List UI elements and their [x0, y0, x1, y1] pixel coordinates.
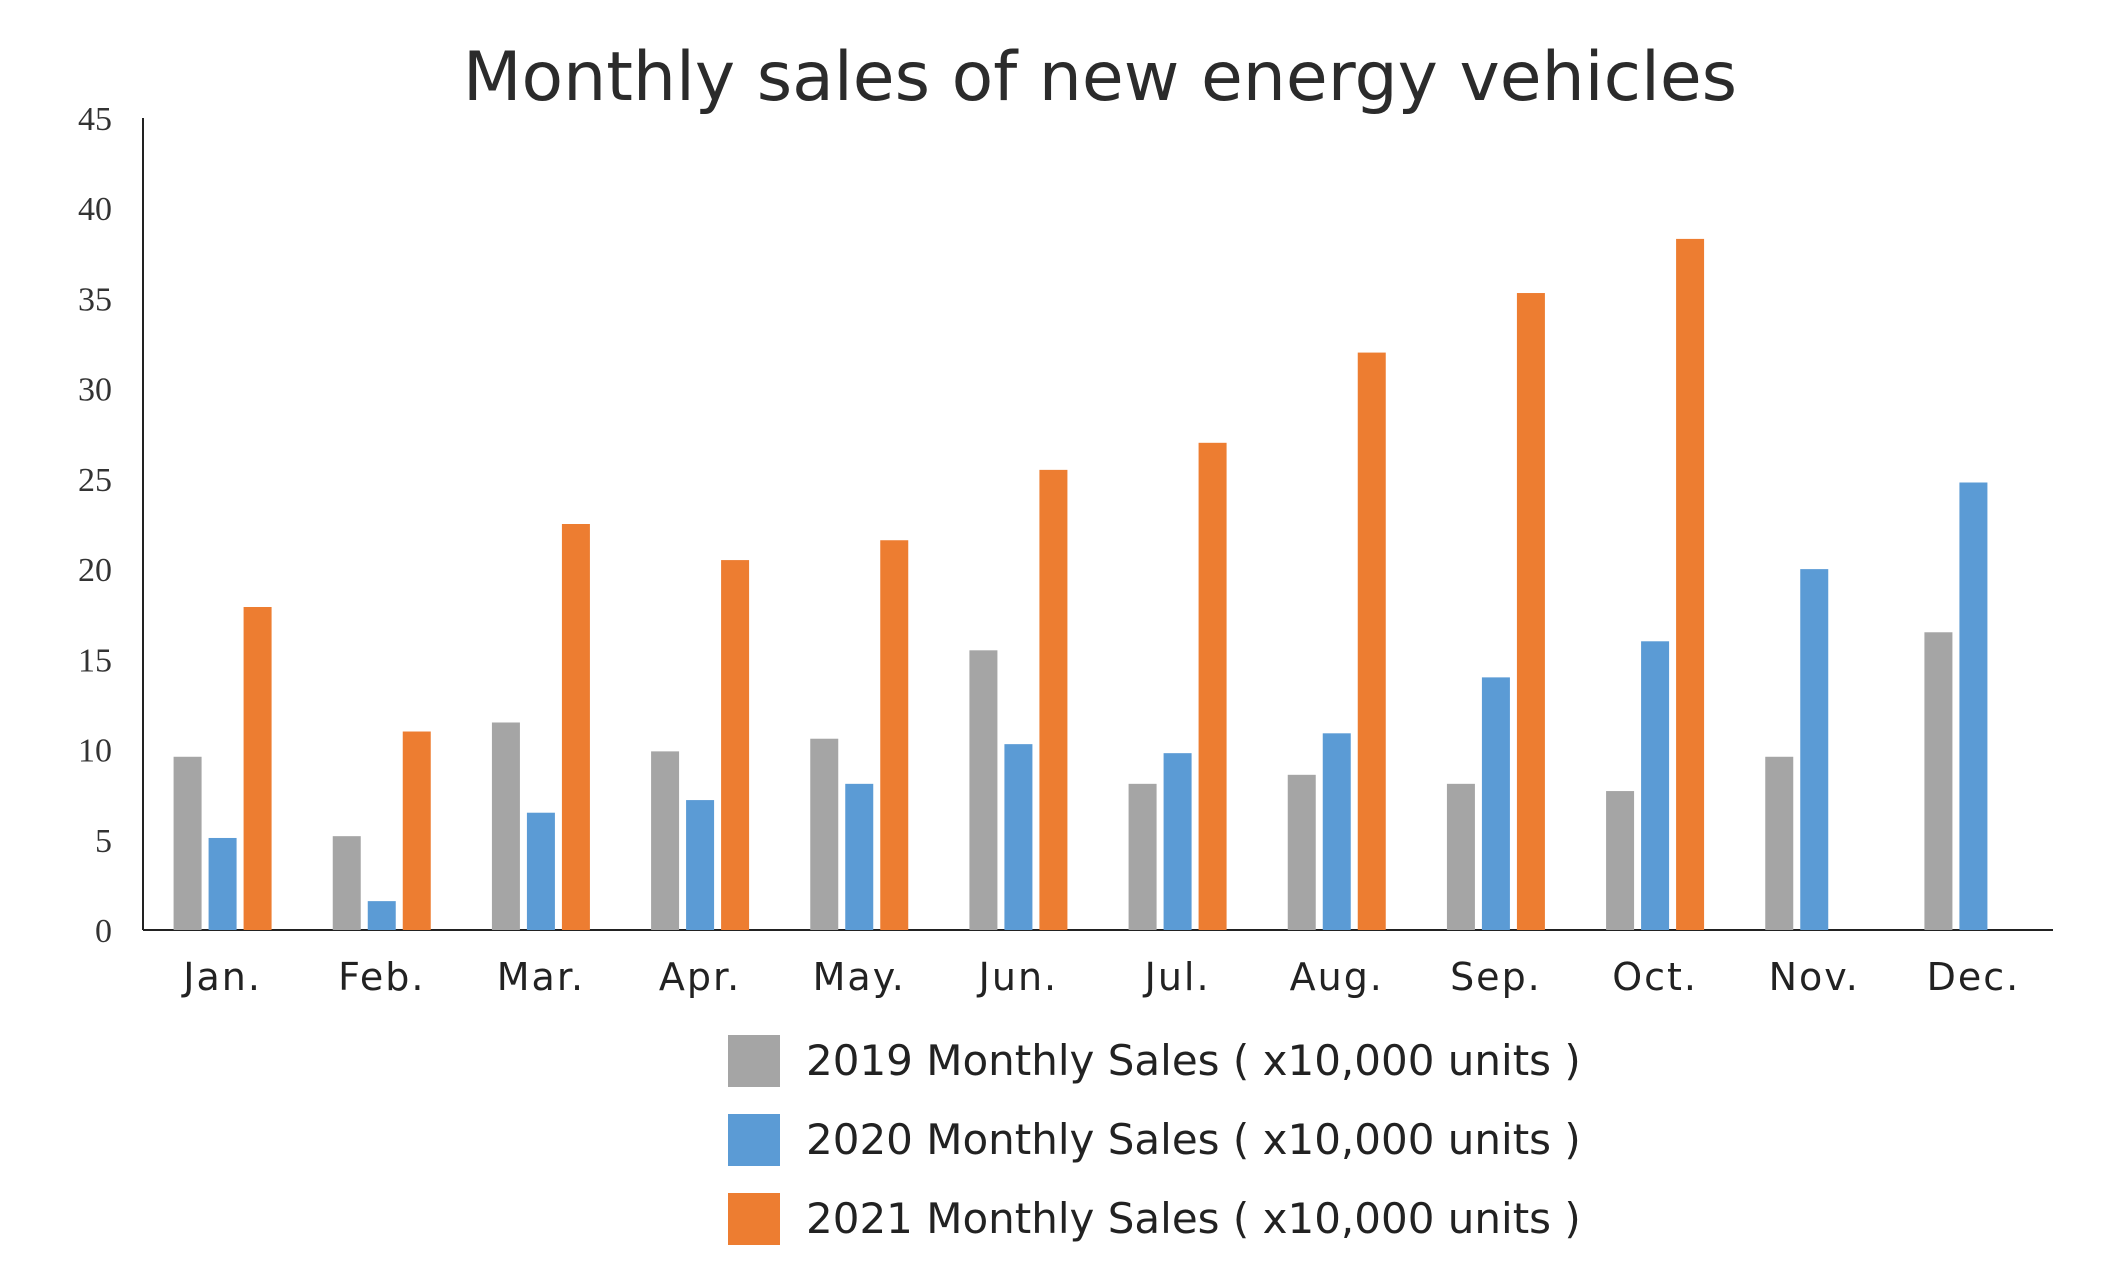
legend-swatch	[728, 1114, 780, 1166]
x-tick-label: May.	[813, 955, 906, 999]
legend-label: 2019 Monthly Sales ( x10,000 units )	[806, 1036, 1581, 1085]
x-tick-label: Jul.	[1143, 955, 1211, 999]
bar	[1128, 783, 1157, 930]
x-tick-label: Sep.	[1450, 955, 1542, 999]
x-tick-label: Apr.	[659, 955, 741, 999]
bar	[686, 800, 715, 930]
bar	[1765, 756, 1794, 930]
y-axis: 0 5 10 15 20 25 30 35 40 45	[78, 101, 144, 950]
y-tick-label: 30	[78, 372, 112, 409]
legend-item: 2021 Monthly Sales ( x10,000 units )	[728, 1193, 1581, 1245]
bar	[1800, 569, 1829, 930]
bar	[1516, 293, 1545, 930]
legend-item: 2020 Monthly Sales ( x10,000 units )	[728, 1114, 1581, 1166]
series-2	[208, 482, 1988, 930]
legend-swatch	[728, 1193, 780, 1245]
legend: 2019 Monthly Sales ( x10,000 units ) 2020…	[728, 1035, 1581, 1245]
bar	[880, 540, 909, 930]
x-tick-label: Oct.	[1612, 955, 1698, 999]
bar	[1322, 733, 1351, 930]
bar	[332, 836, 361, 930]
x-tick-label: Mar.	[497, 955, 585, 999]
x-axis: Jan. Feb. Mar. Apr. May. Jun. Jul. Aug. Sep. Oct.…	[143, 929, 2053, 999]
bar	[721, 560, 750, 930]
bar	[208, 837, 237, 930]
bar	[1004, 744, 1033, 930]
bar	[845, 783, 874, 930]
bar	[1039, 469, 1068, 930]
y-tick-label: 10	[78, 733, 112, 770]
x-tick-label: Feb.	[338, 955, 425, 999]
y-tick-label: 15	[78, 642, 112, 679]
y-tick-label: 45	[78, 101, 112, 138]
y-tick-label: 40	[78, 191, 112, 228]
x-tick-label: Dec.	[1927, 955, 2021, 999]
y-tick-label: 25	[78, 462, 112, 499]
chart-title: Monthly sales of new energy vehicles	[463, 38, 1737, 117]
bar	[1198, 442, 1227, 930]
bar	[491, 722, 520, 930]
bar	[1163, 753, 1192, 930]
y-tick-label: 5	[95, 823, 112, 860]
y-tick-label: 35	[78, 281, 112, 318]
bar	[651, 751, 680, 930]
bar	[1606, 791, 1635, 930]
bar	[1959, 482, 1988, 930]
x-tick-label: Jan.	[181, 955, 262, 999]
bar	[1676, 238, 1705, 931]
x-tick-label: Jun.	[977, 955, 1058, 999]
legend-swatch	[728, 1035, 780, 1087]
bar	[810, 738, 839, 930]
bar	[402, 731, 431, 930]
legend-item: 2019 Monthly Sales ( x10,000 units )	[728, 1035, 1581, 1087]
y-tick-label: 0	[95, 913, 112, 950]
bar	[561, 524, 590, 930]
bar	[243, 607, 272, 930]
bar	[1641, 641, 1670, 930]
series-1	[173, 632, 1953, 930]
bar	[1446, 783, 1475, 930]
x-tick-label: Aug.	[1290, 955, 1384, 999]
bar	[1481, 677, 1510, 930]
bar	[969, 650, 998, 930]
bar	[1287, 774, 1316, 930]
bar	[1357, 352, 1386, 931]
bar	[367, 901, 396, 930]
bar	[173, 756, 202, 930]
legend-label: 2021 Monthly Sales ( x10,000 units )	[806, 1194, 1581, 1243]
x-tick-label: Nov.	[1769, 955, 1860, 999]
y-tick-label: 20	[78, 552, 112, 589]
bar	[1924, 632, 1953, 930]
bars	[173, 238, 1988, 931]
legend-label: 2020 Monthly Sales ( x10,000 units )	[806, 1115, 1581, 1164]
series-3	[243, 238, 1705, 931]
bar	[526, 812, 555, 930]
